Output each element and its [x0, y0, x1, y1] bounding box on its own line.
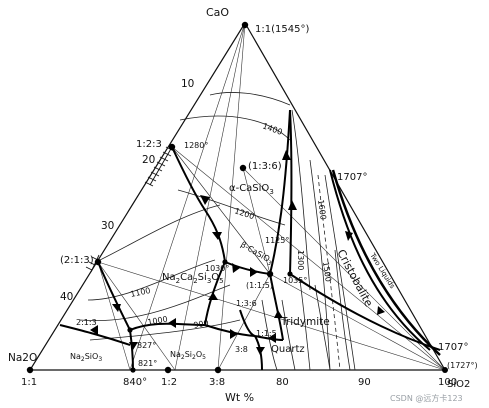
point-3-8	[214, 366, 222, 374]
axis-title: Wt %	[225, 391, 254, 404]
point-1-2-3	[168, 143, 176, 151]
temp-1035: 1035°	[283, 276, 307, 285]
corner-na2o: Na2O	[8, 352, 37, 364]
label-1-1-5-b: 1:1:5	[256, 329, 277, 338]
point-1030	[222, 259, 228, 265]
iso-1200: 1200	[233, 206, 255, 221]
watermark: CSDN @远方卡123	[390, 393, 463, 403]
temp-1727: (1727°)	[447, 361, 478, 370]
hatched-bars	[85, 146, 175, 273]
top-point-label: 1:1(1545°)	[255, 24, 309, 35]
left-tick-40: 40	[60, 291, 73, 303]
point-1-2	[164, 366, 172, 374]
temp-1707-upper: 1707°	[337, 172, 367, 183]
point-1035	[287, 271, 293, 277]
left-tick-10: 10	[181, 78, 194, 90]
compound-points	[26, 21, 448, 374]
temp-1707-lower: 1707°	[438, 342, 468, 353]
left-tick-20: 20	[142, 154, 155, 166]
bottom-tick-840: 840°	[123, 377, 147, 388]
temp-821: 821°	[138, 359, 157, 368]
boundary-arrows	[90, 150, 385, 355]
isotherms	[79, 92, 356, 371]
point-sio2	[442, 367, 448, 373]
iso-1300: 1300	[296, 250, 305, 270]
temp-1030: 1030°	[205, 264, 229, 273]
cristobalite-liquidus	[331, 169, 441, 356]
iso-1500: 1500	[321, 261, 333, 282]
join-lines	[97, 22, 446, 371]
ternary-triangle	[28, 21, 447, 371]
corner-cao: CaO	[206, 6, 229, 19]
label-1-1-5-a: (1:1:5)	[246, 281, 273, 290]
iso-1400: 1400	[261, 121, 283, 136]
point-1-1	[241, 21, 249, 29]
label-1-2-3: 1:2:3	[136, 139, 162, 150]
label-na2si2o5: Na2Si2O5	[170, 350, 206, 361]
point-827	[127, 327, 133, 333]
bottom-tick-3-8: 3:8	[209, 377, 225, 388]
label-2-1-3-b: 2:1:3	[76, 318, 97, 327]
temp-827: 827°	[137, 341, 156, 350]
boundary-curves	[59, 109, 441, 371]
bottom-tick-80: 80	[276, 377, 289, 388]
iso-1100: 1100	[130, 286, 152, 299]
label-1280: 1280°	[184, 141, 208, 150]
bottom-tick-1-2: 1:2	[161, 377, 177, 388]
label-3-8: 3:8	[235, 345, 248, 354]
label-alpha-casio3: α-CaSiO3	[229, 183, 274, 196]
left-tick-30: 30	[101, 220, 114, 232]
iso-900: 900	[193, 318, 210, 330]
bottom-tick-1-1: 1:1	[21, 377, 37, 388]
label-na2ca2si3o5: Na2Ca2Si3O5	[162, 272, 224, 285]
dashed-boundary	[317, 174, 341, 371]
bottom-tick-90: 90	[358, 377, 371, 388]
label-2-1-3: (2:1:3)	[60, 255, 94, 266]
label-1-3-6: (1:3:6)	[248, 161, 282, 172]
iso-1600: 1600	[316, 199, 328, 220]
point-1-1-5	[266, 270, 274, 278]
point-1-3-6	[239, 164, 247, 172]
point-821	[130, 367, 136, 373]
point-na2o-1-1	[26, 366, 34, 374]
label-1-3-6-b: 1:3:6	[236, 299, 257, 308]
label-na2sio3: Na2SiO3	[70, 352, 102, 363]
iso-1000: 1000	[147, 315, 169, 327]
label-quartz: Quartz	[271, 344, 305, 355]
corner-sio2: SiO2	[447, 379, 470, 390]
label-tridymite: Tridymite	[280, 316, 330, 328]
temp-1125: 1125°	[265, 236, 289, 245]
bottom-tick-100: 100	[438, 377, 457, 388]
point-2-1-3	[94, 258, 102, 266]
